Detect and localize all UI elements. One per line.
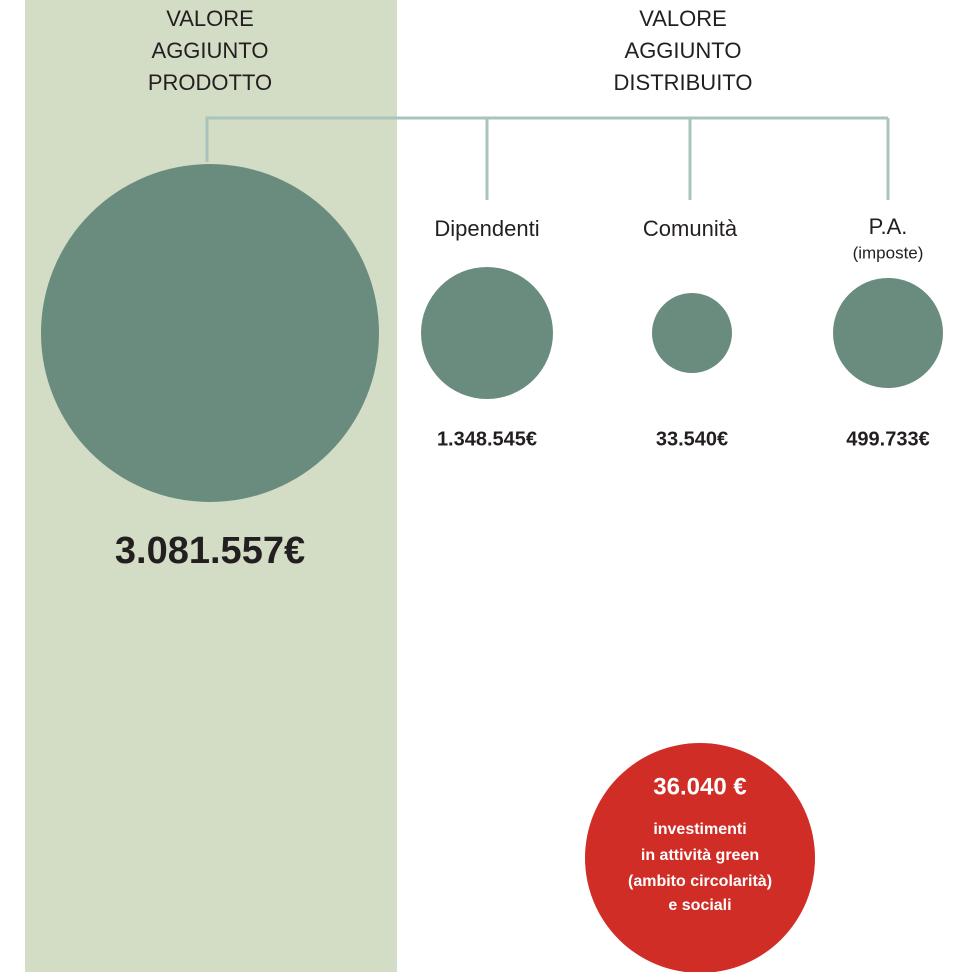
- distributed-title: AGGIUNTO: [625, 38, 742, 63]
- produced-value: 3.081.557€: [115, 530, 305, 572]
- item-circle: [833, 278, 943, 388]
- item-circle: [421, 267, 553, 399]
- produced-title: VALORE: [166, 6, 254, 31]
- item-value: 33.540€: [656, 428, 728, 450]
- item-value: 499.733€: [846, 428, 929, 450]
- callout-circle: [585, 743, 815, 972]
- callout-line: investimenti: [653, 821, 746, 838]
- produced-circle: [41, 164, 379, 502]
- distributed-title: DISTRIBUITO: [614, 70, 753, 95]
- callout-value: 36.040 €: [653, 773, 746, 800]
- distributed-title: VALORE: [639, 6, 727, 31]
- item-label: Comunità: [643, 216, 738, 241]
- callout-line: in attività green: [641, 847, 759, 864]
- item-value: 1.348.545€: [437, 428, 537, 450]
- callout-line: (ambito circolarità): [628, 873, 772, 890]
- item-sublabel: (imposte): [853, 243, 924, 262]
- item-label: P.A.: [869, 214, 908, 239]
- callout-line: e sociali: [668, 897, 731, 914]
- item-label: Dipendenti: [434, 216, 539, 241]
- connector: [205, 116, 890, 200]
- item-circle: [652, 293, 732, 373]
- produced-title: PRODOTTO: [148, 70, 272, 95]
- produced-title: AGGIUNTO: [152, 38, 269, 63]
